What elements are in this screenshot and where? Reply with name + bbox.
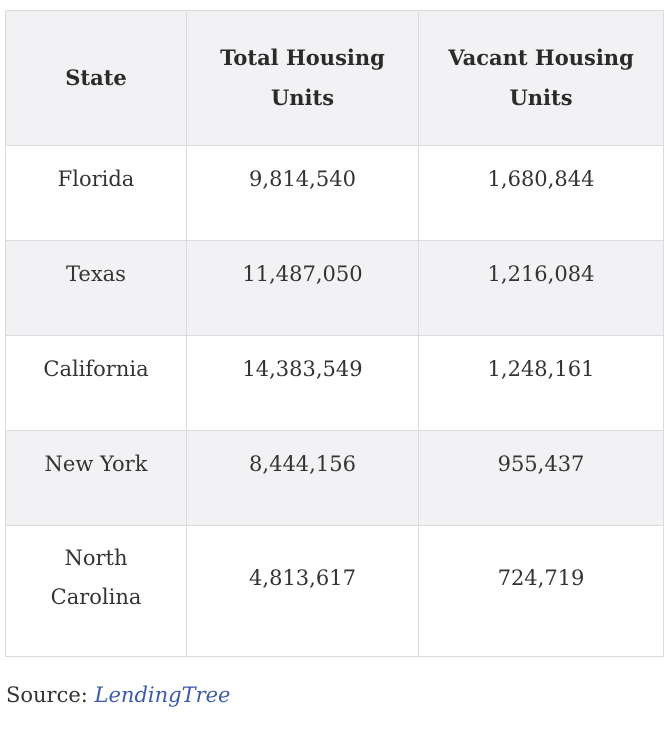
- table-row: Florida 9,814,540 1,680,844: [5, 145, 664, 241]
- header-vacant-housing-units: Vacant Housing Units: [418, 10, 664, 146]
- housing-units-table-container: State Total Housing Units Vacant Housing…: [5, 10, 664, 657]
- cell-state: Texas: [5, 240, 187, 336]
- cell-state: North Carolina: [5, 525, 187, 657]
- cell-vacant: 1,216,084: [418, 240, 664, 336]
- cell-state: Florida: [5, 145, 187, 241]
- table-row: California 14,383,549 1,248,161: [5, 335, 664, 431]
- cell-vacant: 724,719: [418, 525, 664, 657]
- table-row: Texas 11,487,050 1,216,084: [5, 240, 664, 336]
- header-total-housing-units: Total Housing Units: [186, 10, 419, 146]
- table-row: North Carolina 4,813,617 724,719: [5, 525, 664, 657]
- cell-vacant: 1,680,844: [418, 145, 664, 241]
- table-row: New York 8,444,156 955,437: [5, 430, 664, 526]
- source-link-lendingtree[interactable]: LendingTree: [94, 683, 231, 707]
- cell-total: 9,814,540: [186, 145, 419, 241]
- housing-units-table: State Total Housing Units Vacant Housing…: [5, 10, 664, 657]
- cell-total: 8,444,156: [186, 430, 419, 526]
- cell-total: 4,813,617: [186, 525, 419, 657]
- header-state: State: [5, 10, 187, 146]
- source-line: Source: LendingTree: [6, 683, 230, 707]
- source-label: Source:: [6, 683, 88, 707]
- cell-total: 14,383,549: [186, 335, 419, 431]
- cell-state: New York: [5, 430, 187, 526]
- cell-state: California: [5, 335, 187, 431]
- cell-vacant: 955,437: [418, 430, 664, 526]
- cell-vacant: 1,248,161: [418, 335, 664, 431]
- table-header-row: State Total Housing Units Vacant Housing…: [5, 10, 664, 146]
- cell-total: 11,487,050: [186, 240, 419, 336]
